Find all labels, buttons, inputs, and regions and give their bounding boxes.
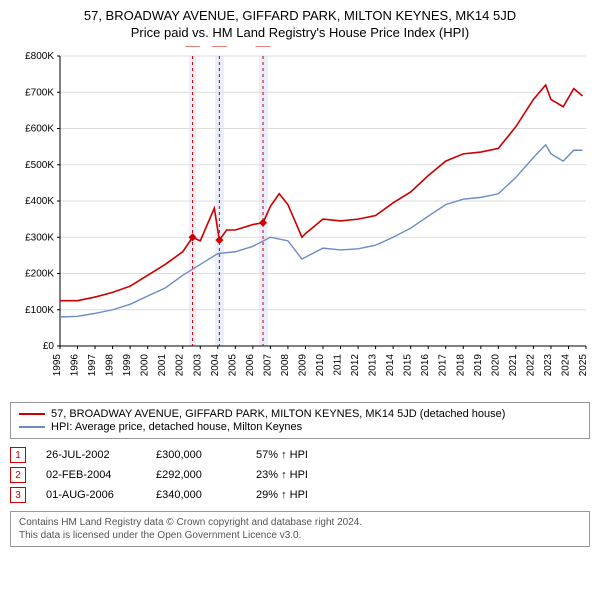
svg-text:£0: £0: [43, 341, 55, 352]
marker-price: £300,000: [156, 449, 236, 461]
legend: 57, BROADWAY AVENUE, GIFFARD PARK, MILTO…: [10, 402, 590, 439]
svg-text:£700K: £700K: [25, 87, 54, 98]
svg-text:£500K: £500K: [25, 160, 54, 171]
svg-text:2001: 2001: [157, 354, 168, 377]
svg-text:£200K: £200K: [25, 269, 54, 280]
svg-text:2020: 2020: [490, 354, 501, 377]
svg-text:2009: 2009: [297, 354, 308, 377]
svg-text:2023: 2023: [543, 354, 554, 377]
svg-text:2022: 2022: [525, 354, 536, 377]
legend-label: 57, BROADWAY AVENUE, GIFFARD PARK, MILTO…: [51, 408, 505, 420]
footer-line2: This data is licensed under the Open Gov…: [19, 529, 581, 542]
marker-row: 1 26-JUL-2002 £300,000 57% ↑ HPI: [10, 447, 590, 463]
svg-text:2006: 2006: [245, 354, 256, 377]
marker-date: 02-FEB-2004: [46, 469, 136, 481]
svg-text:2013: 2013: [368, 354, 379, 377]
svg-text:£300K: £300K: [25, 232, 54, 243]
svg-text:2002: 2002: [175, 354, 186, 377]
marker-date: 26-JUL-2002: [46, 449, 136, 461]
svg-text:2015: 2015: [403, 354, 414, 377]
legend-item: HPI: Average price, detached house, Milt…: [19, 421, 581, 433]
marker-number: 2: [10, 467, 26, 483]
svg-text:£100K: £100K: [25, 305, 54, 316]
svg-text:2016: 2016: [420, 354, 431, 377]
svg-text:2010: 2010: [315, 354, 326, 377]
svg-text:2021: 2021: [508, 354, 519, 377]
svg-text:2007: 2007: [262, 354, 273, 377]
svg-text:2000: 2000: [140, 354, 151, 377]
marker-pct: 29% ↑ HPI: [256, 489, 308, 501]
svg-text:2014: 2014: [385, 354, 396, 377]
svg-text:2025: 2025: [578, 354, 589, 377]
marker-number: 3: [10, 487, 26, 503]
svg-text:2008: 2008: [280, 354, 291, 377]
marker-pct: 57% ↑ HPI: [256, 449, 308, 461]
svg-text:1996: 1996: [70, 354, 81, 377]
svg-text:1997: 1997: [87, 354, 98, 377]
svg-text:2024: 2024: [560, 354, 571, 377]
svg-text:1998: 1998: [105, 354, 116, 377]
chart-title: 57, BROADWAY AVENUE, GIFFARD PARK, MILTO…: [8, 8, 592, 23]
legend-swatch: [19, 426, 45, 428]
marker-price: £340,000: [156, 489, 236, 501]
svg-text:£400K: £400K: [25, 196, 54, 207]
price-chart: £0 £100K £200K £300K £400K £500K £600K £700K £80…: [8, 46, 592, 396]
sale-markers-table: 1 26-JUL-2002 £300,000 57% ↑ HPI 2 02-FEB-200…: [10, 447, 590, 503]
svg-text:1995: 1995: [52, 354, 63, 377]
svg-text:2004: 2004: [210, 354, 221, 377]
svg-text:2011: 2011: [333, 354, 344, 376]
marker-row: 2 02-FEB-2004 £292,000 23% ↑ HPI: [10, 467, 590, 483]
attribution-footer: Contains HM Land Registry data © Crown c…: [10, 511, 590, 547]
chart-subtitle: Price paid vs. HM Land Registry's House …: [8, 25, 592, 40]
legend-label: HPI: Average price, detached house, Milt…: [51, 421, 302, 433]
svg-text:2003: 2003: [192, 354, 203, 377]
legend-swatch: [19, 413, 45, 415]
marker-pct: 23% ↑ HPI: [256, 469, 308, 481]
footer-line1: Contains HM Land Registry data © Crown c…: [19, 516, 581, 529]
marker-date: 01-AUG-2006: [46, 489, 136, 501]
marker-number: 1: [10, 447, 26, 463]
marker-row: 3 01-AUG-2006 £340,000 29% ↑ HPI: [10, 487, 590, 503]
marker-price: £292,000: [156, 469, 236, 481]
svg-text:2019: 2019: [473, 354, 484, 377]
svg-text:£800K: £800K: [25, 51, 54, 62]
svg-text:2017: 2017: [438, 354, 449, 377]
chart-svg: £0 £100K £200K £300K £400K £500K £600K £700K £80…: [8, 46, 592, 396]
svg-text:2012: 2012: [350, 354, 361, 377]
svg-text:1999: 1999: [122, 354, 133, 377]
svg-text:2018: 2018: [455, 354, 466, 377]
svg-text:£600K: £600K: [25, 124, 54, 135]
svg-text:2005: 2005: [227, 354, 238, 377]
legend-item: 57, BROADWAY AVENUE, GIFFARD PARK, MILTO…: [19, 408, 581, 420]
